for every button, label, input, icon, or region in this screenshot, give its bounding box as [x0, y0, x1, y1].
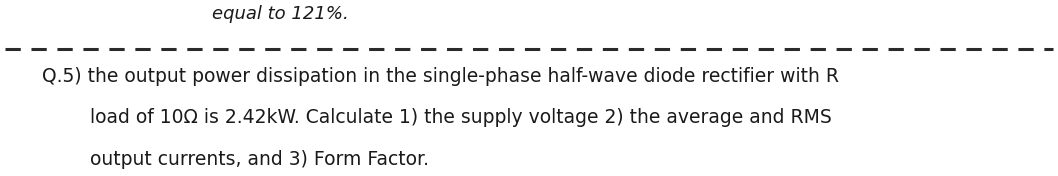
Text: equal to 121%.: equal to 121%. [212, 5, 348, 23]
Text: load of 10Ω is 2.42kW. Calculate 1) the supply voltage 2) the average and RMS: load of 10Ω is 2.42kW. Calculate 1) the … [42, 108, 832, 127]
Text: Q.5) the output power dissipation in the single-phase half-wave diode rectifier : Q.5) the output power dissipation in the… [42, 67, 839, 86]
Text: output currents, and 3) Form Factor.: output currents, and 3) Form Factor. [42, 150, 430, 169]
